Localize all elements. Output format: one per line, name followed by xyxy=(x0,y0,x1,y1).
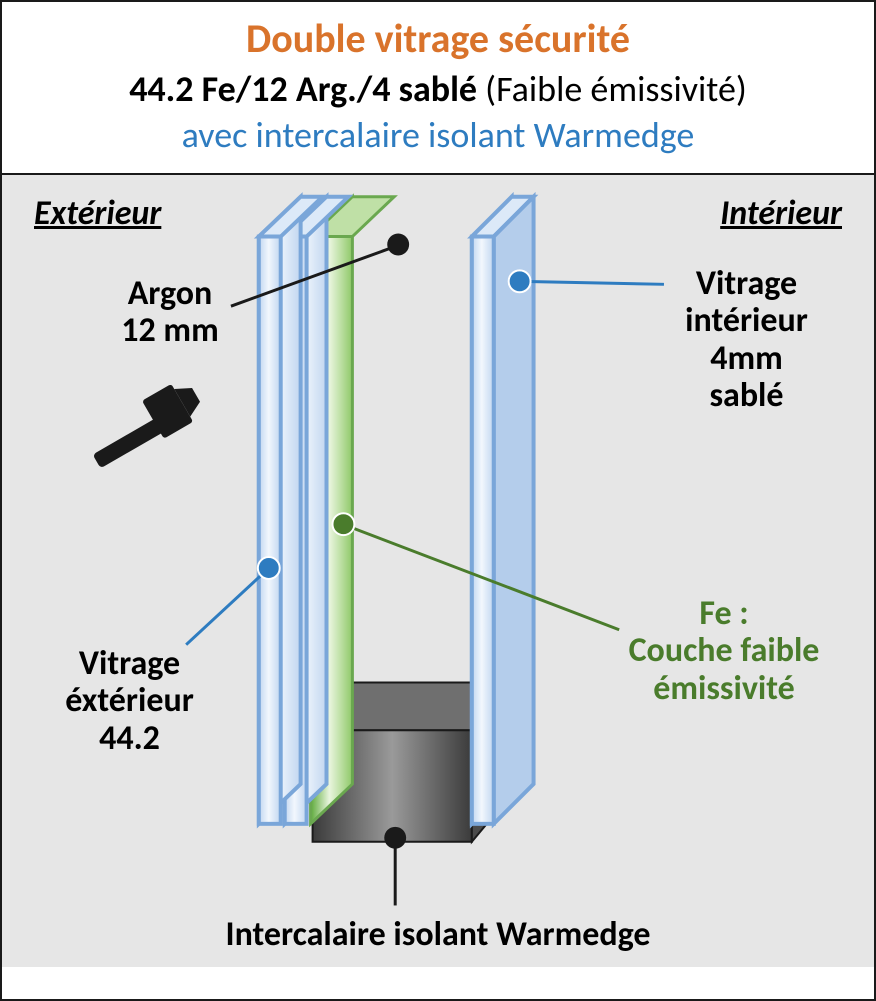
fe-l3: émissivité xyxy=(653,668,795,709)
vitint-l3: 4mm xyxy=(710,338,783,379)
subtitle-line2: 44.2 Fe/12 Arg./4 sablé (Faible émissivi… xyxy=(12,67,864,111)
pane-exterior-2 xyxy=(285,197,349,824)
label-interior: Intérieur xyxy=(720,193,842,234)
vitint-l4: sablé xyxy=(709,375,783,416)
leader-spacer xyxy=(384,827,406,906)
vitext-l1: Vitrage xyxy=(79,643,180,684)
pane-exterior-1 xyxy=(259,197,323,824)
spec-note: (Faible émissivité) xyxy=(477,67,747,111)
hammer-icon xyxy=(82,376,207,474)
callout-fe: Fe : Couche faible émissivité xyxy=(594,595,854,707)
argon-layer xyxy=(311,197,395,824)
argon-l1: Argon xyxy=(128,273,213,314)
diagram-frame: Double vitrage sécurité 44.2 Fe/12 Arg./… xyxy=(0,0,876,1001)
leader-argon xyxy=(231,234,409,307)
callout-vit-int: Vitrage intérieur 4mm sablé xyxy=(649,265,844,415)
vitint-l2: intérieur xyxy=(685,300,808,341)
spacer-bar xyxy=(313,682,512,841)
callout-argon: Argon 12 mm xyxy=(90,275,250,350)
header: Double vitrage sécurité 44.2 Fe/12 Arg./… xyxy=(2,2,874,175)
pane-interior xyxy=(472,197,534,824)
fe-l1: Fe : xyxy=(699,593,748,634)
subtitle-line3: avec intercalaire isolant Warmedge xyxy=(12,113,864,157)
argon-l2: 12 mm xyxy=(121,310,218,351)
diagram-area: Extérieur Intérieur xyxy=(2,175,874,967)
callout-vit-ext: Vitrage éxtérieur 44.2 xyxy=(27,645,232,757)
callout-spacer: Intercalaire isolant Warmedge xyxy=(2,914,874,955)
vitext-l3: 44.2 xyxy=(99,718,160,759)
spec-code: 44.2 Fe/12 Arg./4 sablé xyxy=(129,67,477,111)
fe-l2: Couche faible xyxy=(629,630,820,671)
label-exterior: Extérieur xyxy=(34,193,161,234)
leader-fe xyxy=(332,513,619,629)
vitint-l1: Vitrage xyxy=(696,263,797,304)
leader-vit-ext xyxy=(186,557,280,645)
leader-vit-int xyxy=(509,270,664,292)
vitext-l2: éxtérieur xyxy=(65,680,194,721)
title: Double vitrage sécurité xyxy=(12,14,864,63)
